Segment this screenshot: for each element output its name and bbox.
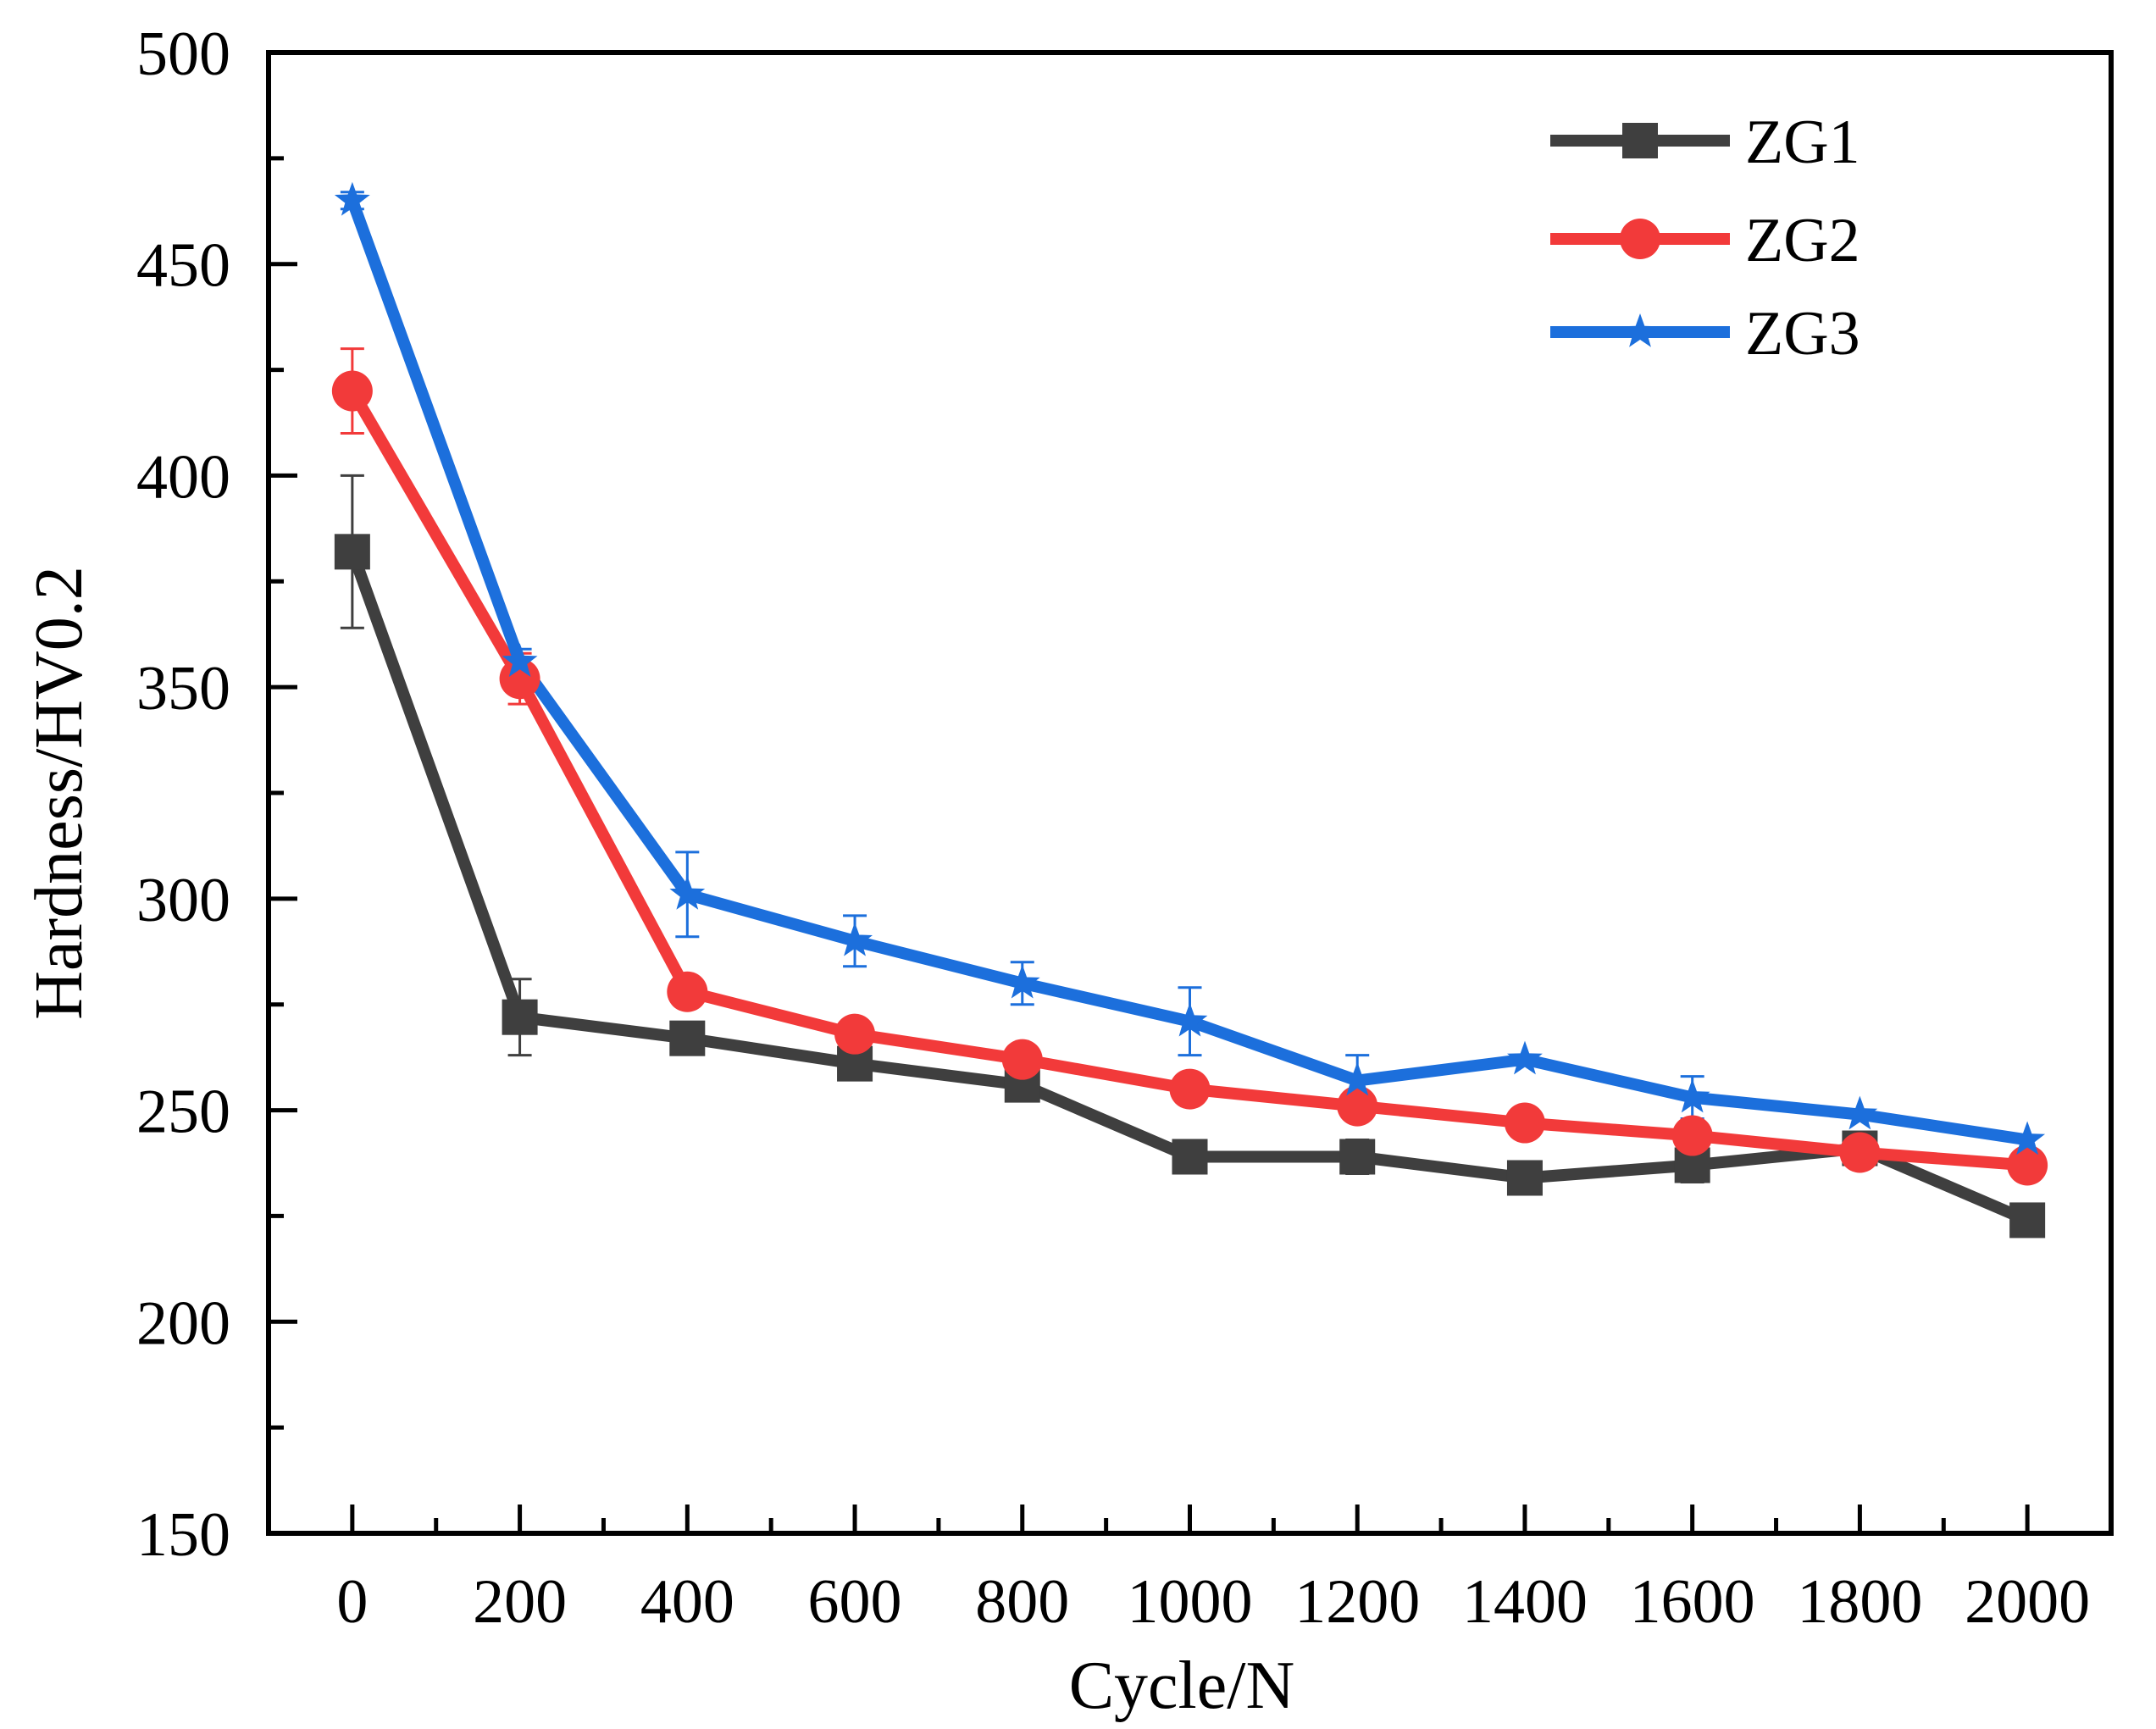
point-zg3	[837, 922, 873, 956]
point-zg2	[1337, 1085, 1378, 1127]
legend-symbol-zg1	[1622, 123, 1658, 158]
legend-marker-zg2	[1620, 219, 1660, 259]
x-tick-label: 600	[808, 1567, 902, 1637]
point-zg3	[2009, 1121, 2046, 1155]
point-zg1	[334, 534, 370, 570]
point-zg2	[331, 370, 373, 412]
point-zg3	[1172, 1002, 1208, 1037]
point-zg3	[334, 181, 370, 216]
legend-marker-zg3	[1622, 313, 1658, 347]
point-zg1	[2009, 1202, 2046, 1239]
point-zg2	[1671, 1115, 1713, 1156]
legend-symbol-zg2	[1620, 219, 1660, 259]
point-zg1	[502, 999, 538, 1035]
point-zg3	[1507, 1040, 1543, 1075]
point-zg2	[499, 658, 540, 700]
legend-label-zg1: ZG1	[1745, 108, 1860, 177]
point-zg3	[1674, 1078, 1710, 1113]
point-zg3	[1842, 1095, 1878, 1130]
point-zg1	[669, 1020, 706, 1056]
y-tick-label: 200	[136, 1288, 230, 1358]
legend: ZG1 ZG2 ZG3	[1550, 108, 1860, 369]
y-tick-label: 500	[136, 19, 230, 89]
point-zg3	[1004, 964, 1040, 999]
x-tick-label: 0	[336, 1567, 368, 1637]
point-zg2	[1169, 1068, 1211, 1110]
y-tick-label: 450	[136, 231, 230, 301]
series-markers	[331, 181, 2048, 1239]
point-zg2	[2007, 1144, 2048, 1186]
point-zg2	[1839, 1132, 1881, 1173]
point-zg3	[669, 875, 706, 910]
legend-label-zg2: ZG2	[1745, 206, 1860, 275]
point-zg1	[1172, 1139, 1208, 1175]
y-tick-label: 300	[136, 866, 230, 935]
x-tick-label: 800	[975, 1567, 1069, 1637]
legend-symbol-zg3	[1622, 313, 1658, 347]
x-axis-title: Cycle/N	[1069, 1649, 1295, 1723]
point-zg2	[834, 1013, 876, 1055]
point-zg1	[1339, 1139, 1376, 1175]
y-tick-label: 150	[136, 1500, 230, 1570]
y-axis-title: Hardness/HV0.2	[22, 566, 97, 1019]
point-zg2	[667, 971, 708, 1012]
x-ticks: 0 200 400 600 800 1000 1200 1400 1600 1800 2000	[336, 1505, 2090, 1637]
series-line-zg1	[346, 549, 2030, 1226]
x-tick-label: 1400	[1462, 1567, 1588, 1637]
point-zg3	[1339, 1061, 1376, 1096]
y-tick-label: 350	[136, 654, 230, 723]
point-zg3	[502, 643, 538, 677]
x-tick-label: 1000	[1128, 1567, 1253, 1637]
x-tick-label: 400	[640, 1567, 734, 1637]
x-tick-label: 200	[473, 1567, 567, 1637]
legend-marker-zg1	[1622, 123, 1658, 158]
x-tick-label: 1600	[1630, 1567, 1755, 1637]
y-tick-label: 400	[136, 442, 230, 512]
x-tick-label: 2000	[1965, 1567, 2090, 1637]
y-tick-label: 250	[136, 1078, 230, 1147]
y-ticks: 150 200 250 300 350 400 450 500	[136, 19, 297, 1570]
point-zg2	[1001, 1039, 1043, 1080]
point-zg2	[1504, 1102, 1545, 1144]
x-tick-label: 1800	[1797, 1567, 1922, 1637]
point-zg1	[1506, 1160, 1543, 1196]
x-tick-label: 1200	[1294, 1567, 1420, 1637]
legend-label-zg3: ZG3	[1745, 299, 1860, 369]
